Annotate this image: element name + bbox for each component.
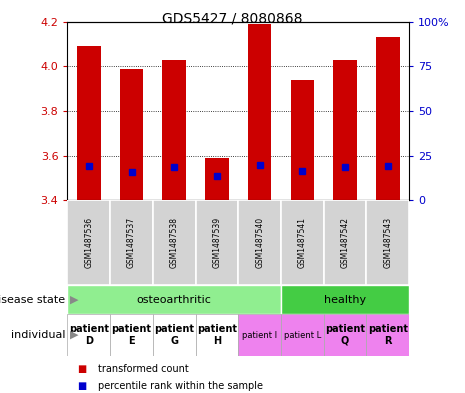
Bar (110, 314, 153, 356)
Text: GSM1487541: GSM1487541 (298, 217, 307, 268)
Bar (67, 285, 281, 314)
Bar (153, 314, 196, 356)
Text: patient
G: patient G (154, 324, 194, 346)
Bar (153, 200, 196, 285)
Bar (67, 314, 110, 356)
Text: patient I: patient I (242, 331, 277, 340)
Text: patient
D: patient D (69, 324, 109, 346)
Text: ▶: ▶ (70, 330, 78, 340)
Bar (324, 200, 366, 285)
Bar (281, 314, 324, 356)
Text: healthy: healthy (324, 295, 366, 305)
Text: patient
E: patient E (112, 324, 152, 346)
Text: osteoarthritic: osteoarthritic (137, 295, 212, 305)
Text: disease state: disease state (0, 295, 65, 305)
Bar (238, 200, 281, 285)
Bar (366, 314, 409, 356)
Text: individual: individual (11, 330, 65, 340)
Bar (238, 314, 281, 356)
Bar (162, 60, 186, 200)
Bar (376, 37, 399, 200)
Text: ▶: ▶ (70, 295, 78, 305)
Text: patient
H: patient H (197, 324, 237, 346)
Text: GSM1487543: GSM1487543 (383, 217, 392, 268)
Text: ■: ■ (77, 380, 86, 391)
Bar (281, 200, 324, 285)
Bar (196, 314, 238, 356)
Text: patient L: patient L (284, 331, 321, 340)
Bar (281, 285, 409, 314)
Bar (196, 200, 238, 285)
Text: ■: ■ (77, 364, 86, 374)
Bar (324, 314, 366, 356)
Text: GSM1487540: GSM1487540 (255, 217, 264, 268)
Text: transformed count: transformed count (98, 364, 188, 374)
Text: percentile rank within the sample: percentile rank within the sample (98, 380, 263, 391)
Text: GDS5427 / 8080868: GDS5427 / 8080868 (162, 12, 303, 26)
Text: patient
Q: patient Q (325, 324, 365, 346)
Bar (333, 60, 357, 200)
Bar (120, 68, 143, 200)
Text: patient
R: patient R (368, 324, 408, 346)
Bar (205, 158, 229, 200)
Bar (248, 24, 272, 200)
Bar (291, 80, 314, 200)
Text: GSM1487539: GSM1487539 (213, 217, 221, 268)
Text: GSM1487536: GSM1487536 (84, 217, 93, 268)
Bar (77, 46, 100, 200)
Text: GSM1487537: GSM1487537 (127, 217, 136, 268)
Bar (67, 200, 110, 285)
Bar (110, 200, 153, 285)
Bar (366, 200, 409, 285)
Text: GSM1487542: GSM1487542 (341, 217, 350, 268)
Text: GSM1487538: GSM1487538 (170, 217, 179, 268)
